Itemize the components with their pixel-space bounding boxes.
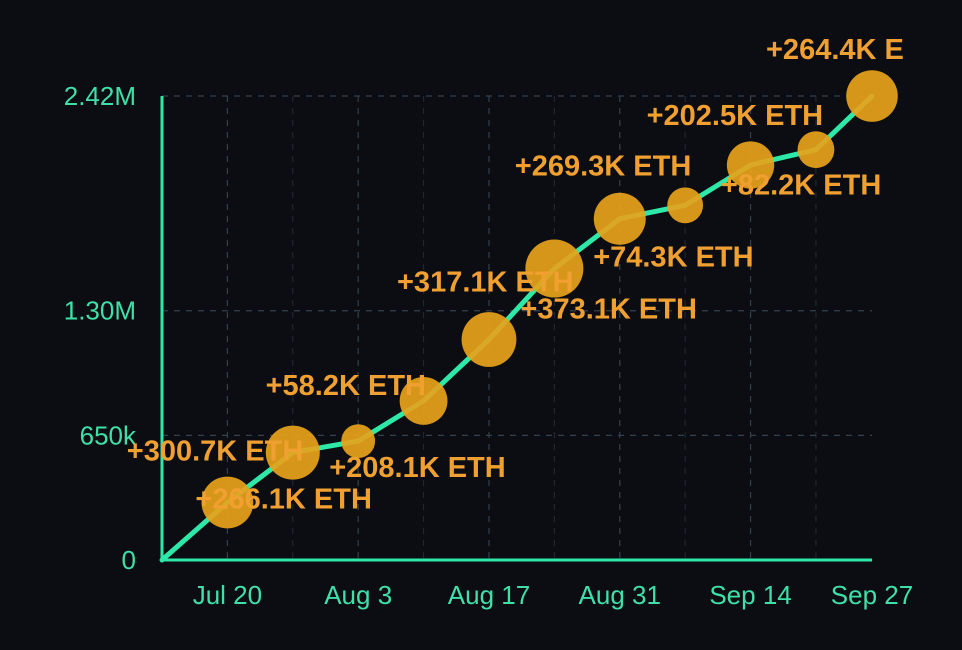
x-tick-label: Aug 3 [324,580,392,610]
inflow-label: +317.1K ETH [397,267,574,299]
inflow-label: +266.1K ETH [195,484,372,516]
inflow-bubble [797,131,835,169]
inflow-label: +74.3K ETH [593,241,753,273]
inflow-bubble [667,187,704,224]
y-tick-label: 650k [80,420,137,450]
x-axis-ticks: Jul 20 Aug 3 Aug 17 Aug 31 Sep 14 Sep 27 [193,580,914,610]
inflow-label: +300.7K ETH [127,436,304,468]
y-tick-label: 0 [122,545,136,575]
inflow-label: +58.2K ETH [266,370,426,402]
inflow-label: +373.1K ETH [520,294,697,326]
y-tick-label: 2.42M [64,81,136,111]
inflow-bubble [461,312,517,367]
y-tick-label: 1.30M [64,296,136,326]
x-tick-label: Sep 27 [831,580,913,610]
inflow-label: +269.3K ETH [515,151,692,183]
inflow-bubble [265,425,320,480]
inflow-bubble [525,239,584,298]
inflow-bubble [341,424,376,459]
inflow-bubble [399,376,448,425]
y-axis-ticks: 0 650k 1.30M 2.42M [64,81,137,575]
inflow-label: +264.4K E [766,34,904,66]
inflow-bubble [593,192,646,245]
grid-lines [162,95,872,560]
inflow-bubble [201,476,254,529]
x-tick-label: Aug 31 [579,580,661,610]
bubble-layer [201,70,898,529]
x-tick-label: Jul 20 [193,580,262,610]
inflow-bubble [726,141,775,189]
inflow-label: +208.1K ETH [329,452,506,484]
axes [160,96,872,562]
x-tick-label: Aug 17 [448,580,530,610]
inflow-bubble [846,70,898,122]
inflow-label: +202.5K ETH [647,100,824,132]
x-tick-label: Sep 14 [709,580,791,610]
data-label-layer: +266.1K ETH +300.7K ETH +208.1K ETH +58.2K … [127,34,904,516]
inflow-label: +82.2K ETH [721,170,881,202]
